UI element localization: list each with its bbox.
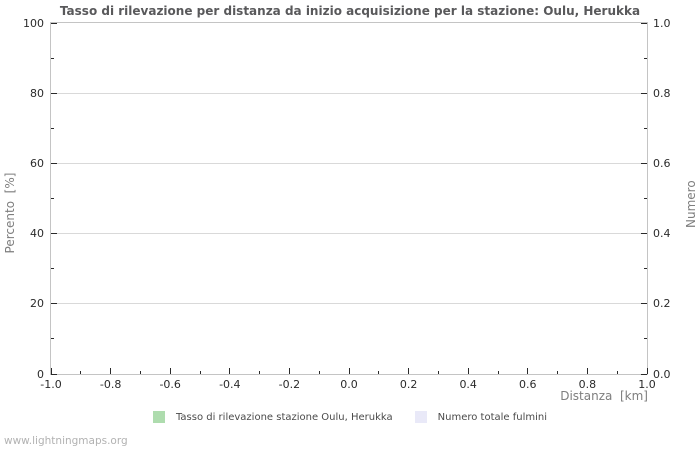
y-minor-tick-left <box>51 127 54 129</box>
x-major-tick <box>586 368 588 374</box>
y-tick-label-right: 1.0 <box>653 16 671 30</box>
legend-swatch-total-strikes <box>414 411 427 423</box>
plot-area <box>50 22 648 375</box>
legend-label-total-strikes: Numero totale fulmini <box>437 411 548 423</box>
y-major-tick-left <box>51 92 57 94</box>
y-tick-label-left: 60 <box>30 156 44 170</box>
x-major-tick <box>348 368 350 374</box>
x-tick-label: -0.4 <box>219 378 241 391</box>
legend-item-detection-rate: Tasso di rilevazione stazione Oulu, Heru… <box>152 411 393 423</box>
x-major-tick <box>467 368 469 374</box>
x-tick-label: 0.8 <box>578 378 597 391</box>
legend-item-total-strikes: Numero totale fulmini <box>414 411 548 423</box>
y-major-tick-left <box>51 162 57 164</box>
x-tick-label: 0.6 <box>519 378 537 391</box>
legend-label-detection-rate: Tasso di rilevazione stazione Oulu, Heru… <box>175 411 393 423</box>
y-axis-label-right: Numero <box>684 180 698 228</box>
y-major-tick-left <box>51 373 57 375</box>
y-minor-tick-right <box>644 338 647 340</box>
y-minor-tick-left <box>51 338 54 340</box>
x-major-tick <box>527 368 529 374</box>
x-tick-label: 0.2 <box>399 378 418 391</box>
y-major-tick-right <box>641 162 647 164</box>
y-minor-tick-right <box>644 268 647 270</box>
x-axis-label: Distanza [km] <box>560 389 648 403</box>
x-major-tick <box>288 368 290 374</box>
x-major-tick <box>110 368 112 374</box>
x-tick-label: -0.8 <box>99 378 122 391</box>
x-minor-tick <box>557 370 559 374</box>
x-minor-tick <box>378 370 380 374</box>
x-major-tick <box>229 368 231 374</box>
x-minor-tick <box>497 370 499 374</box>
y-major-tick-right <box>641 373 647 375</box>
y-minor-tick-left <box>51 268 54 270</box>
y-minor-tick-right <box>644 198 647 199</box>
y-tick-label-right: 0.8 <box>653 86 671 100</box>
x-minor-tick <box>437 370 439 374</box>
y-tick-label-right: 0.4 <box>653 227 671 241</box>
x-major-tick <box>646 368 648 374</box>
y-tick-label-left: 100 <box>23 16 44 30</box>
x-minor-tick <box>139 370 141 374</box>
y-major-tick-left <box>51 22 57 24</box>
y-tick-label-right: 0.6 <box>653 156 671 170</box>
y-tick-label-left: 40 <box>30 227 44 241</box>
y-minor-tick-left <box>51 198 54 199</box>
x-minor-tick <box>616 370 618 374</box>
legend-swatch-detection-rate <box>152 411 165 423</box>
y-tick-label-right: 0.2 <box>653 297 671 311</box>
y-minor-tick-right <box>644 57 647 59</box>
y-major-tick-right <box>641 233 647 235</box>
y-major-tick-left <box>51 233 57 235</box>
y-minor-tick-right <box>644 127 647 129</box>
chart-legend: Tasso di rilevazione stazione Oulu, Heru… <box>0 411 700 423</box>
gridline <box>51 162 647 164</box>
gridline <box>51 92 647 94</box>
x-major-tick <box>408 368 410 374</box>
chart-title: Tasso di rilevazione per distanza da ini… <box>59 4 641 18</box>
x-tick-label: 1.0 <box>638 378 656 391</box>
y-major-tick-right <box>641 22 647 24</box>
x-major-tick <box>169 368 171 374</box>
x-tick-label: 0.4 <box>459 378 477 391</box>
x-minor-tick <box>318 370 320 374</box>
y-tick-label-right: 0.0 <box>653 367 671 381</box>
x-minor-tick <box>80 370 82 374</box>
y-major-tick-left <box>51 303 57 305</box>
x-tick-label: -0.6 <box>159 378 181 391</box>
watermark-link: www.lightningmaps.org <box>4 435 128 447</box>
x-tick-label: 0.0 <box>340 378 358 391</box>
y-tick-label-left: 0 <box>37 367 44 381</box>
y-tick-label-left: 80 <box>30 86 44 100</box>
x-minor-tick <box>259 370 261 374</box>
x-major-tick <box>50 368 52 374</box>
gridline <box>51 233 647 235</box>
gridline <box>51 303 647 305</box>
y-major-tick-right <box>641 92 647 94</box>
y-major-tick-right <box>641 303 647 305</box>
x-tick-label: -0.2 <box>278 378 301 391</box>
y-minor-tick-left <box>51 57 54 59</box>
x-tick-label: -1.0 <box>40 378 62 391</box>
y-tick-label-left: 20 <box>30 297 44 311</box>
x-minor-tick <box>199 370 201 374</box>
y-axis-label-left: Percento [%] <box>3 172 17 254</box>
